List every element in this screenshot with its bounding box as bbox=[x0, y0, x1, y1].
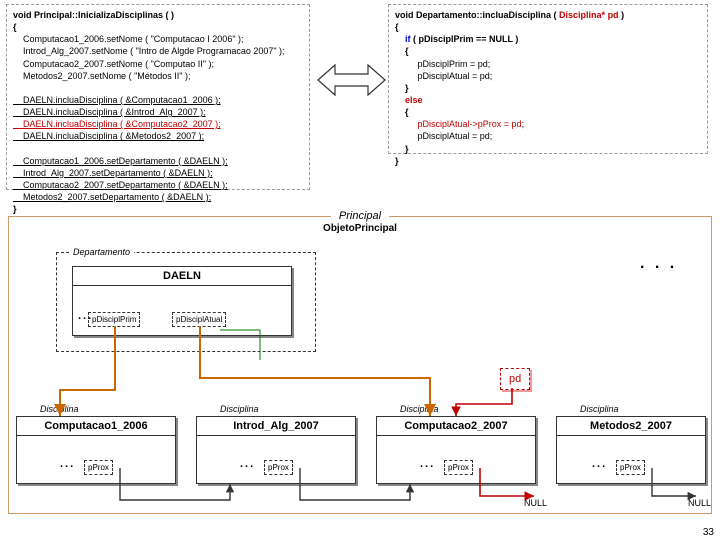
field-pprox: pProx bbox=[444, 460, 473, 475]
left-code-box: void Principal::InicializaDisciplinas ( … bbox=[6, 4, 310, 190]
ellipsis-large: . . . bbox=[640, 255, 677, 273]
principal-sub: ObjetoPrincipal bbox=[323, 223, 397, 234]
bidirectional-arrow bbox=[318, 65, 385, 95]
principal-title: Principal bbox=[331, 210, 389, 222]
daeln-title: DAELN bbox=[73, 267, 291, 286]
field-pprox: pProx bbox=[264, 460, 293, 475]
right-code-box: void Departamento::incluaDisciplina ( Di… bbox=[388, 4, 708, 154]
field-pdisciplatual: pDisciplAtual bbox=[172, 312, 226, 327]
ellipsis-daeln: ... bbox=[78, 310, 93, 322]
field-pprox: pProx bbox=[84, 460, 113, 475]
pd-box: pd bbox=[500, 368, 530, 390]
null-label-2: NULL bbox=[688, 498, 711, 508]
null-label-1: NULL bbox=[524, 498, 547, 508]
field-pprox: pProx bbox=[616, 460, 645, 475]
departamento-title: Departamento bbox=[69, 247, 134, 257]
field-pdisciplprim: pDisciplPrim bbox=[88, 312, 140, 327]
page-number: 33 bbox=[703, 527, 714, 538]
